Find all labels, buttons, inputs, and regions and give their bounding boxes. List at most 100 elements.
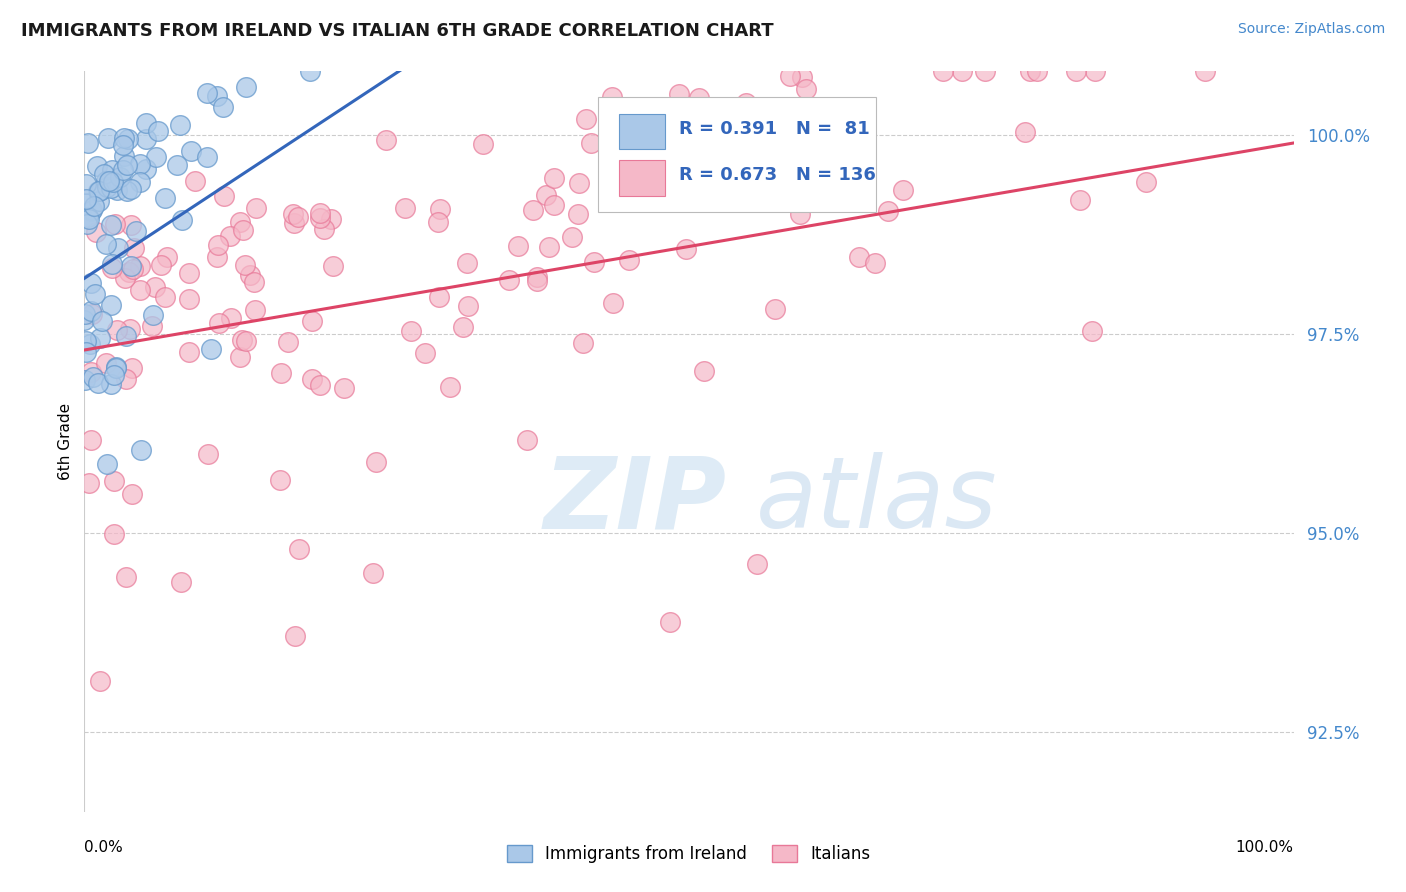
Point xyxy=(105,323,128,337)
Point xyxy=(863,255,886,269)
Point xyxy=(974,64,997,78)
Point xyxy=(86,159,108,173)
Point xyxy=(83,199,105,213)
Point xyxy=(543,198,565,212)
Point xyxy=(200,343,222,357)
Point xyxy=(693,364,716,378)
Point xyxy=(135,131,157,145)
Point xyxy=(87,376,110,390)
FancyBboxPatch shape xyxy=(599,97,876,212)
Point xyxy=(932,64,955,78)
Point xyxy=(169,118,191,132)
Point xyxy=(117,132,139,146)
Point xyxy=(180,145,202,159)
Point xyxy=(101,257,124,271)
Point xyxy=(754,134,776,148)
Point xyxy=(125,224,148,238)
Point xyxy=(374,133,396,147)
Point xyxy=(80,433,103,447)
Point xyxy=(950,64,973,78)
Point xyxy=(579,136,602,150)
Point xyxy=(98,175,121,189)
Point xyxy=(283,216,305,230)
Point xyxy=(789,207,811,221)
Point xyxy=(456,255,478,269)
Point xyxy=(735,163,758,178)
Point xyxy=(110,169,132,184)
Point xyxy=(120,219,142,233)
Point xyxy=(700,174,723,188)
Point xyxy=(89,331,111,345)
Point xyxy=(87,184,110,198)
Point xyxy=(118,322,141,336)
Point xyxy=(1018,64,1040,78)
Point xyxy=(105,183,128,197)
Point xyxy=(115,372,138,386)
Point xyxy=(1026,64,1049,78)
Point xyxy=(1194,64,1216,78)
Point xyxy=(233,258,256,272)
Point xyxy=(104,217,127,231)
Point xyxy=(104,360,127,375)
Point xyxy=(312,222,335,236)
Point xyxy=(619,252,641,267)
Point xyxy=(80,202,103,217)
Point xyxy=(308,211,330,225)
Point xyxy=(309,205,332,219)
Point xyxy=(471,137,494,152)
Point xyxy=(94,174,117,188)
Point xyxy=(208,316,231,330)
Point xyxy=(333,381,356,395)
Point xyxy=(75,178,97,192)
Point xyxy=(124,241,146,255)
Point xyxy=(143,280,166,294)
Point xyxy=(177,292,200,306)
FancyBboxPatch shape xyxy=(619,161,665,195)
Point xyxy=(567,207,589,221)
Point xyxy=(522,203,544,218)
Point xyxy=(364,455,387,469)
Point xyxy=(145,150,167,164)
Point xyxy=(101,260,124,275)
Point xyxy=(235,334,257,349)
Point xyxy=(100,298,122,312)
Point xyxy=(688,91,710,105)
Point xyxy=(427,290,450,304)
FancyBboxPatch shape xyxy=(619,113,665,149)
Point xyxy=(183,174,205,188)
Point xyxy=(582,255,605,269)
Point xyxy=(457,299,479,313)
Point xyxy=(103,368,125,383)
Point xyxy=(516,433,538,447)
Point xyxy=(73,313,96,327)
Point xyxy=(543,171,565,186)
Point xyxy=(281,207,304,221)
Point xyxy=(87,194,110,208)
Point xyxy=(207,88,229,103)
Point xyxy=(794,81,817,95)
Point xyxy=(166,158,188,172)
Point xyxy=(142,308,165,322)
Point xyxy=(205,250,228,264)
Point xyxy=(101,163,124,178)
Point xyxy=(534,188,557,202)
Point xyxy=(439,380,461,394)
Point xyxy=(399,324,422,338)
Point xyxy=(270,366,292,380)
Point xyxy=(269,473,291,487)
Point xyxy=(170,575,193,590)
Point xyxy=(112,149,135,163)
Point xyxy=(243,275,266,289)
Point xyxy=(121,260,143,274)
Point xyxy=(75,196,97,211)
Text: R = 0.391   N =  81: R = 0.391 N = 81 xyxy=(679,120,870,138)
Point xyxy=(239,268,262,282)
Point xyxy=(575,112,598,126)
Point xyxy=(89,673,111,688)
Point xyxy=(90,183,112,197)
Point xyxy=(107,241,129,255)
Point xyxy=(94,356,117,370)
Point xyxy=(735,95,758,110)
Point xyxy=(763,302,786,317)
Point xyxy=(301,372,323,386)
